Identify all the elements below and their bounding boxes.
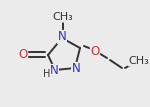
Text: CH₃: CH₃ — [53, 12, 73, 22]
Text: N: N — [58, 30, 66, 44]
Text: H: H — [43, 69, 51, 79]
Text: N: N — [72, 62, 80, 76]
Text: N: N — [50, 65, 58, 77]
Text: O: O — [90, 45, 100, 57]
Text: CH₃: CH₃ — [129, 56, 149, 66]
Text: O: O — [18, 48, 28, 60]
